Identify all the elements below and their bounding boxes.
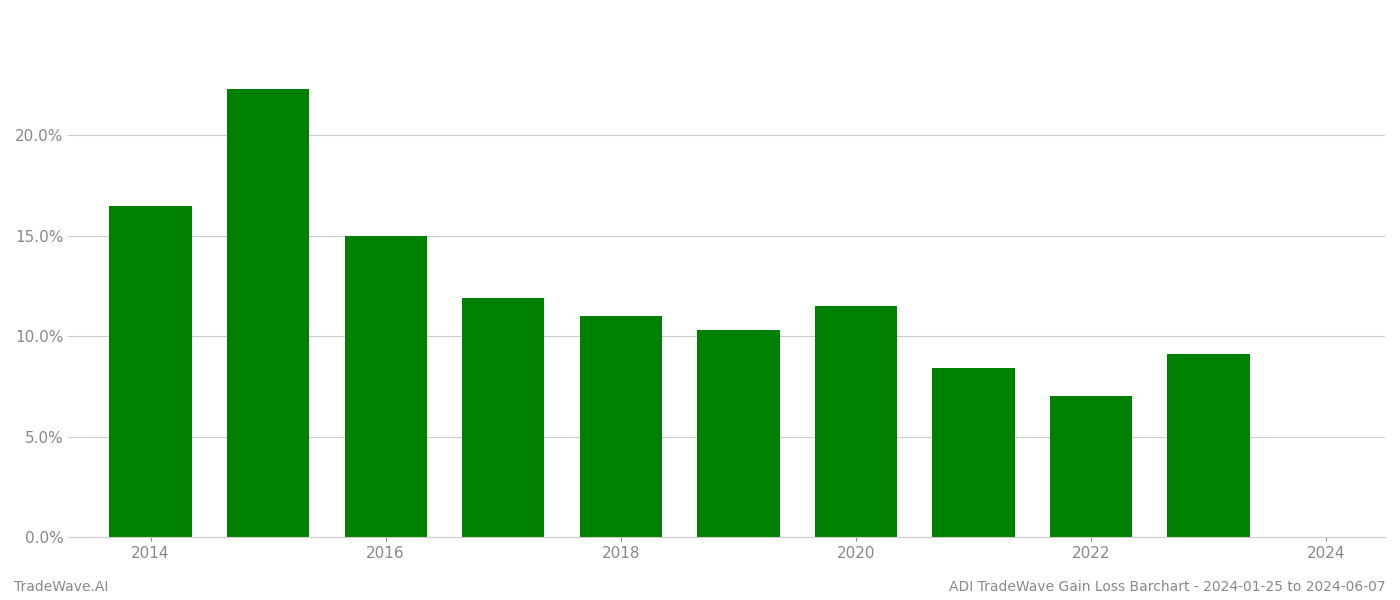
Bar [462,298,545,537]
Bar [697,330,780,537]
Bar [227,89,309,537]
Bar [1050,397,1133,537]
Bar [1168,354,1250,537]
Text: ADI TradeWave Gain Loss Barchart - 2024-01-25 to 2024-06-07: ADI TradeWave Gain Loss Barchart - 2024-… [949,580,1386,594]
Bar [815,306,897,537]
Bar [932,368,1015,537]
Bar [109,206,192,537]
Bar [580,316,662,537]
Bar [344,236,427,537]
Text: TradeWave.AI: TradeWave.AI [14,580,108,594]
